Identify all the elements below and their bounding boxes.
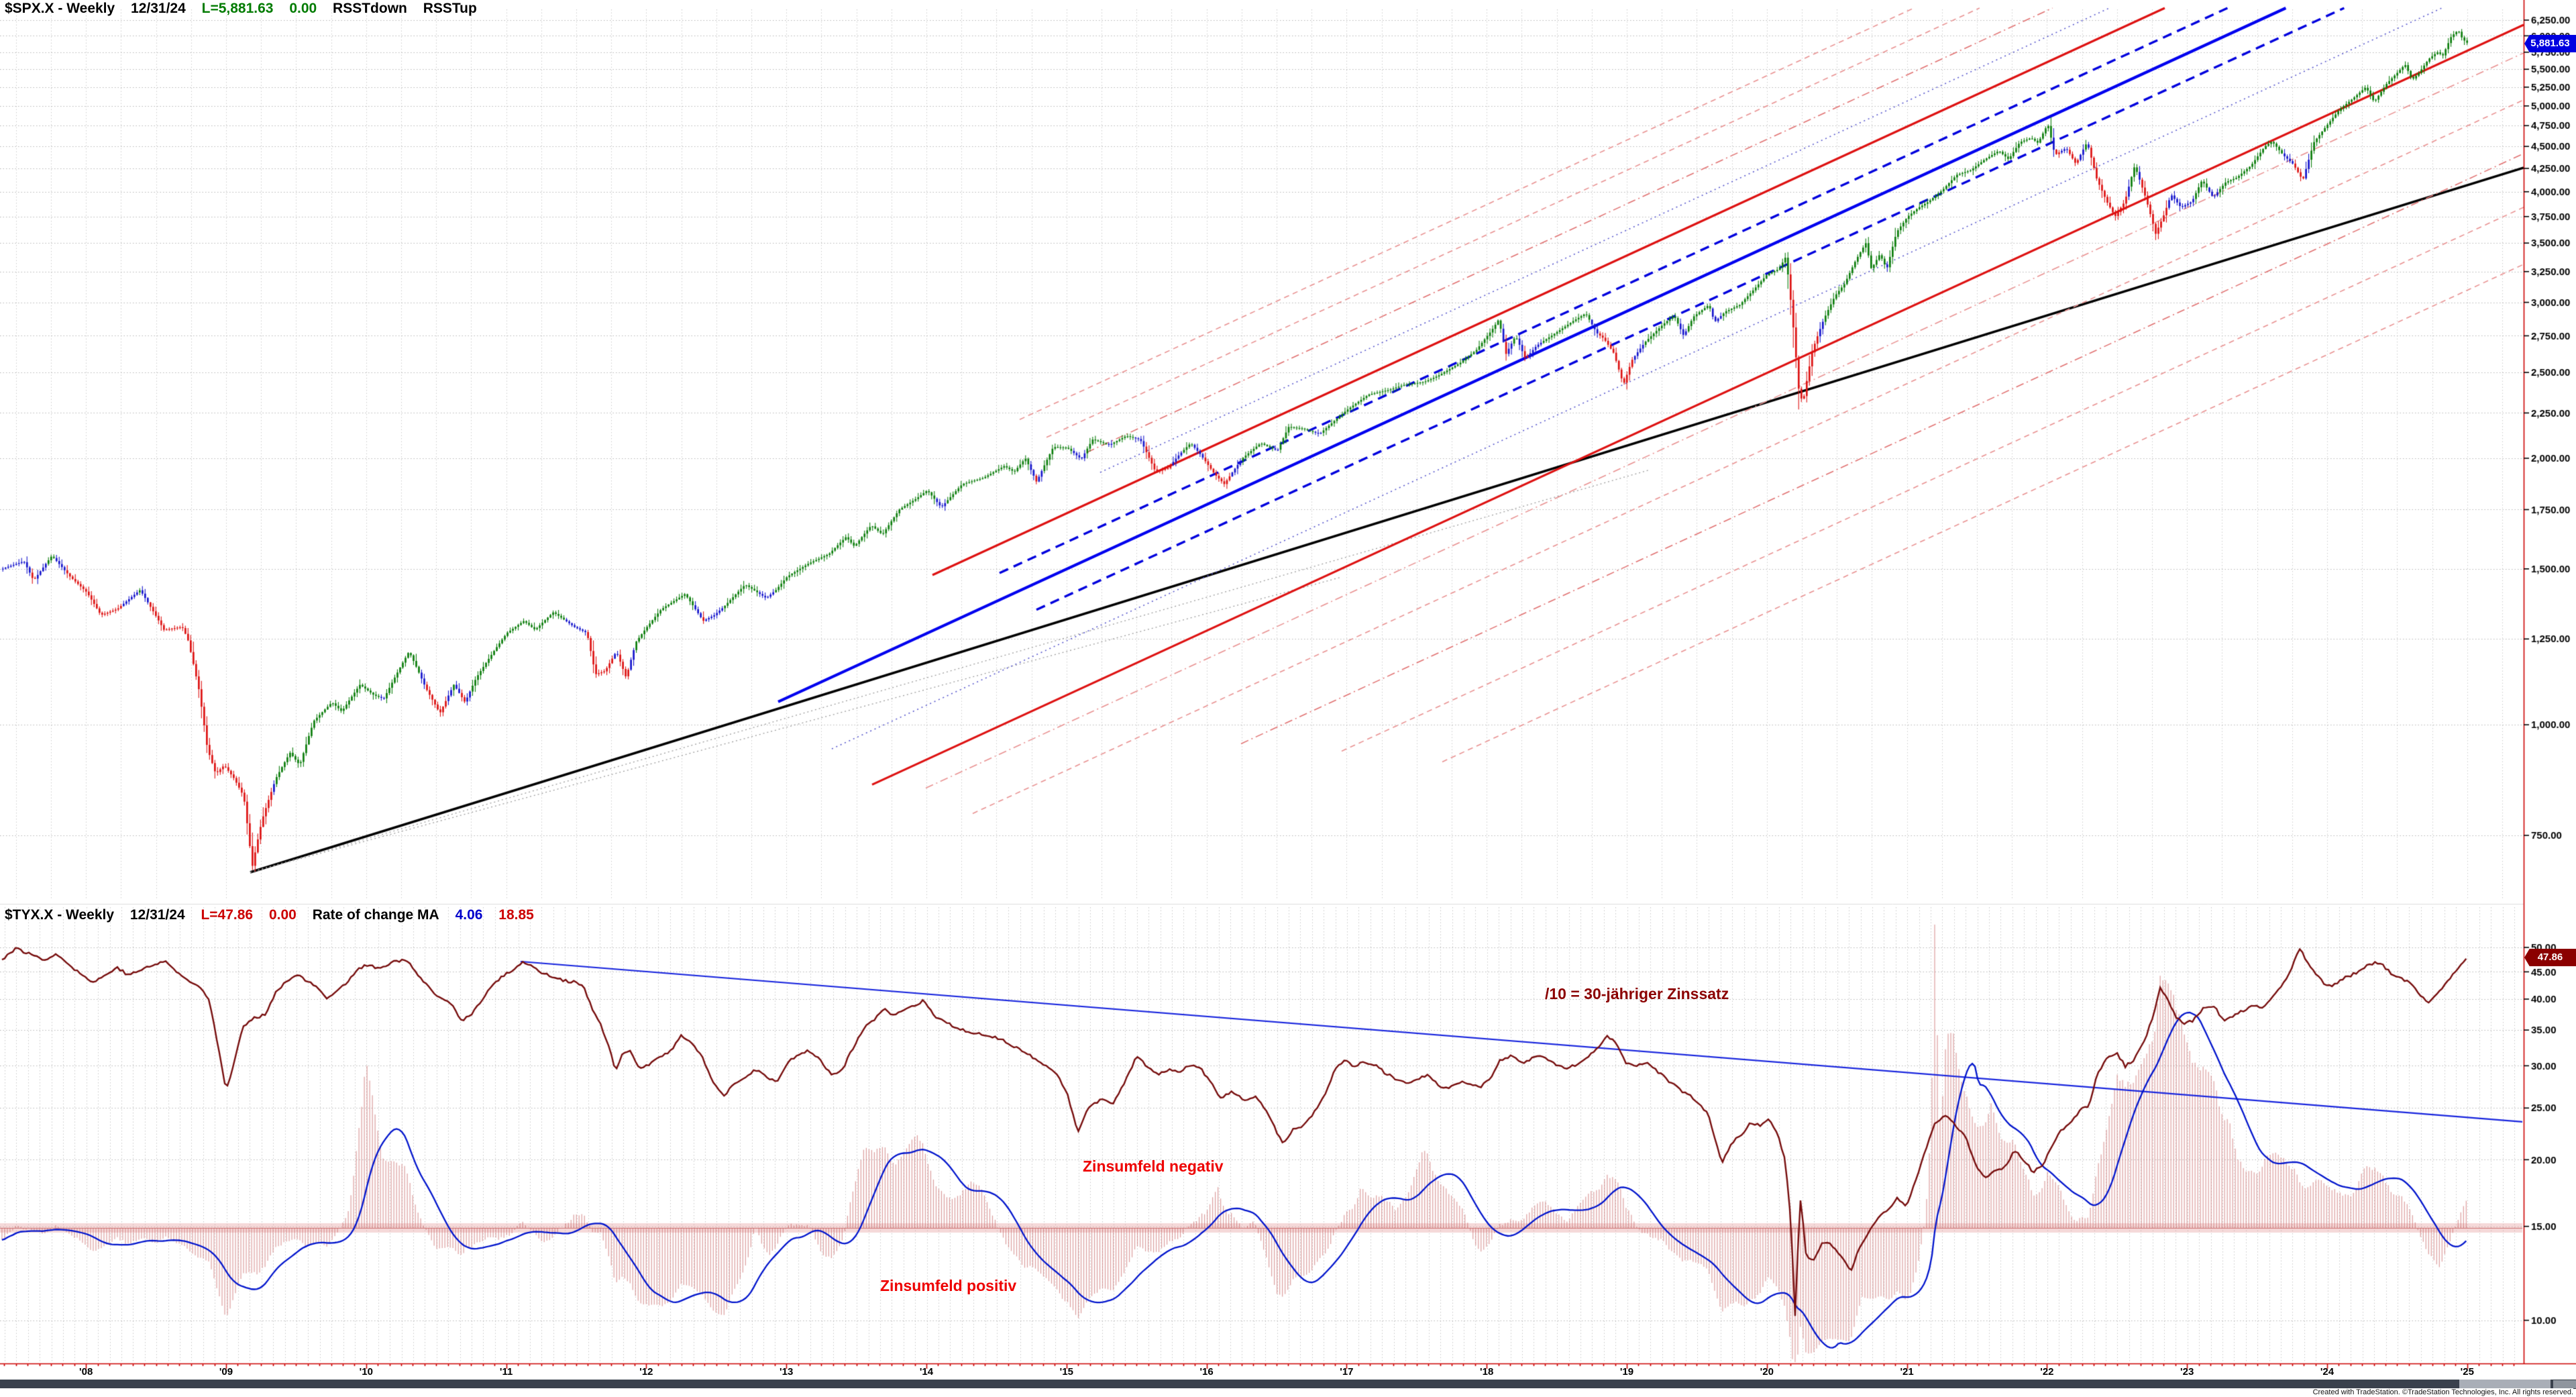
x-axis-year-label: '24	[2320, 1366, 2334, 1378]
annotation-zinsumfeld-positiv: Zinsumfeld positiv	[880, 1277, 1017, 1294]
last-yield-badge: 47.86	[2524, 949, 2576, 966]
x-axis-year-label: '13	[780, 1366, 794, 1378]
x-axis: '08 '09 '10 '11 '12 '13 '14 '15 '16 '17 '18 '19 '20 '…	[0, 1366, 2576, 1378]
spx-change-value: 0.00	[289, 1, 317, 16]
annotation-zinssatz: /10 = 30-jähriger Zinssatz	[1545, 985, 1729, 1002]
tyx-symbol-timeframe: $TYX.X - Weekly	[5, 907, 115, 923]
tyx-last-value: L=47.86	[201, 907, 254, 923]
tyx-ma-value: 4.06	[455, 907, 483, 923]
x-axis-year-label: '20	[1760, 1366, 1774, 1378]
tyx-roc-value: 18.85	[498, 907, 534, 923]
x-axis-year-label: '14	[919, 1366, 934, 1378]
scrollbar-thumb[interactable]	[2459, 1380, 2551, 1389]
x-axis-year-label: '12	[639, 1366, 653, 1378]
annotation-zinsumfeld-negativ: Zinsumfeld negativ	[1083, 1157, 1224, 1175]
scrollbar-end-cap[interactable]	[2553, 1380, 2576, 1388]
tyx-panel-header: $TYX.X - Weekly 12/31/24 L=47.86 0.00 Ra…	[5, 907, 546, 923]
x-axis-year-label: '16	[1199, 1366, 1214, 1378]
horizontal-scrollbar[interactable]	[0, 1380, 2576, 1389]
x-axis-year-label: '21	[1900, 1366, 1914, 1378]
tyx-date: 12/31/24	[129, 907, 185, 923]
x-axis-year-label: '10	[359, 1366, 373, 1378]
x-axis-year-label: '11	[499, 1366, 513, 1378]
x-axis-year-label: '22	[2040, 1366, 2054, 1378]
spx-date: 12/31/24	[131, 1, 186, 16]
last-price-badge-text: 5,881.63	[2530, 38, 2570, 49]
x-axis-year-label: '09	[219, 1366, 233, 1378]
last-yield-badge-text: 47.86	[2537, 951, 2563, 963]
x-axis-year-label: '25	[2460, 1366, 2474, 1378]
x-axis-year-label: '23	[2180, 1366, 2194, 1378]
x-axis-year-label: '19	[1619, 1366, 1634, 1378]
tyx-change-value: 0.00	[268, 907, 297, 923]
tyx-indicator-name: Rate of change MA	[312, 907, 439, 923]
x-axis-year-label: '08	[79, 1366, 93, 1378]
footer-copyright: Created with TradeStation. ©TradeStation…	[0, 1388, 2573, 1397]
spx-indicator-rsstup: RSSTup	[423, 1, 477, 16]
spx-last-value: L=5,881.63	[201, 1, 274, 16]
spx-indicator-rsstdown: RSSTdown	[333, 1, 407, 16]
last-price-badge: 5,881.63	[2524, 35, 2576, 52]
x-axis-year-label: '18	[1480, 1366, 1494, 1378]
spx-symbol-timeframe: $SPX.X - Weekly	[5, 1, 115, 16]
x-axis-year-label: '17	[1340, 1366, 1354, 1378]
x-axis-year-label: '15	[1059, 1366, 1073, 1378]
spx-panel-header: $SPX.X - Weekly 12/31/24 L=5,881.63 0.00…	[5, 1, 489, 17]
